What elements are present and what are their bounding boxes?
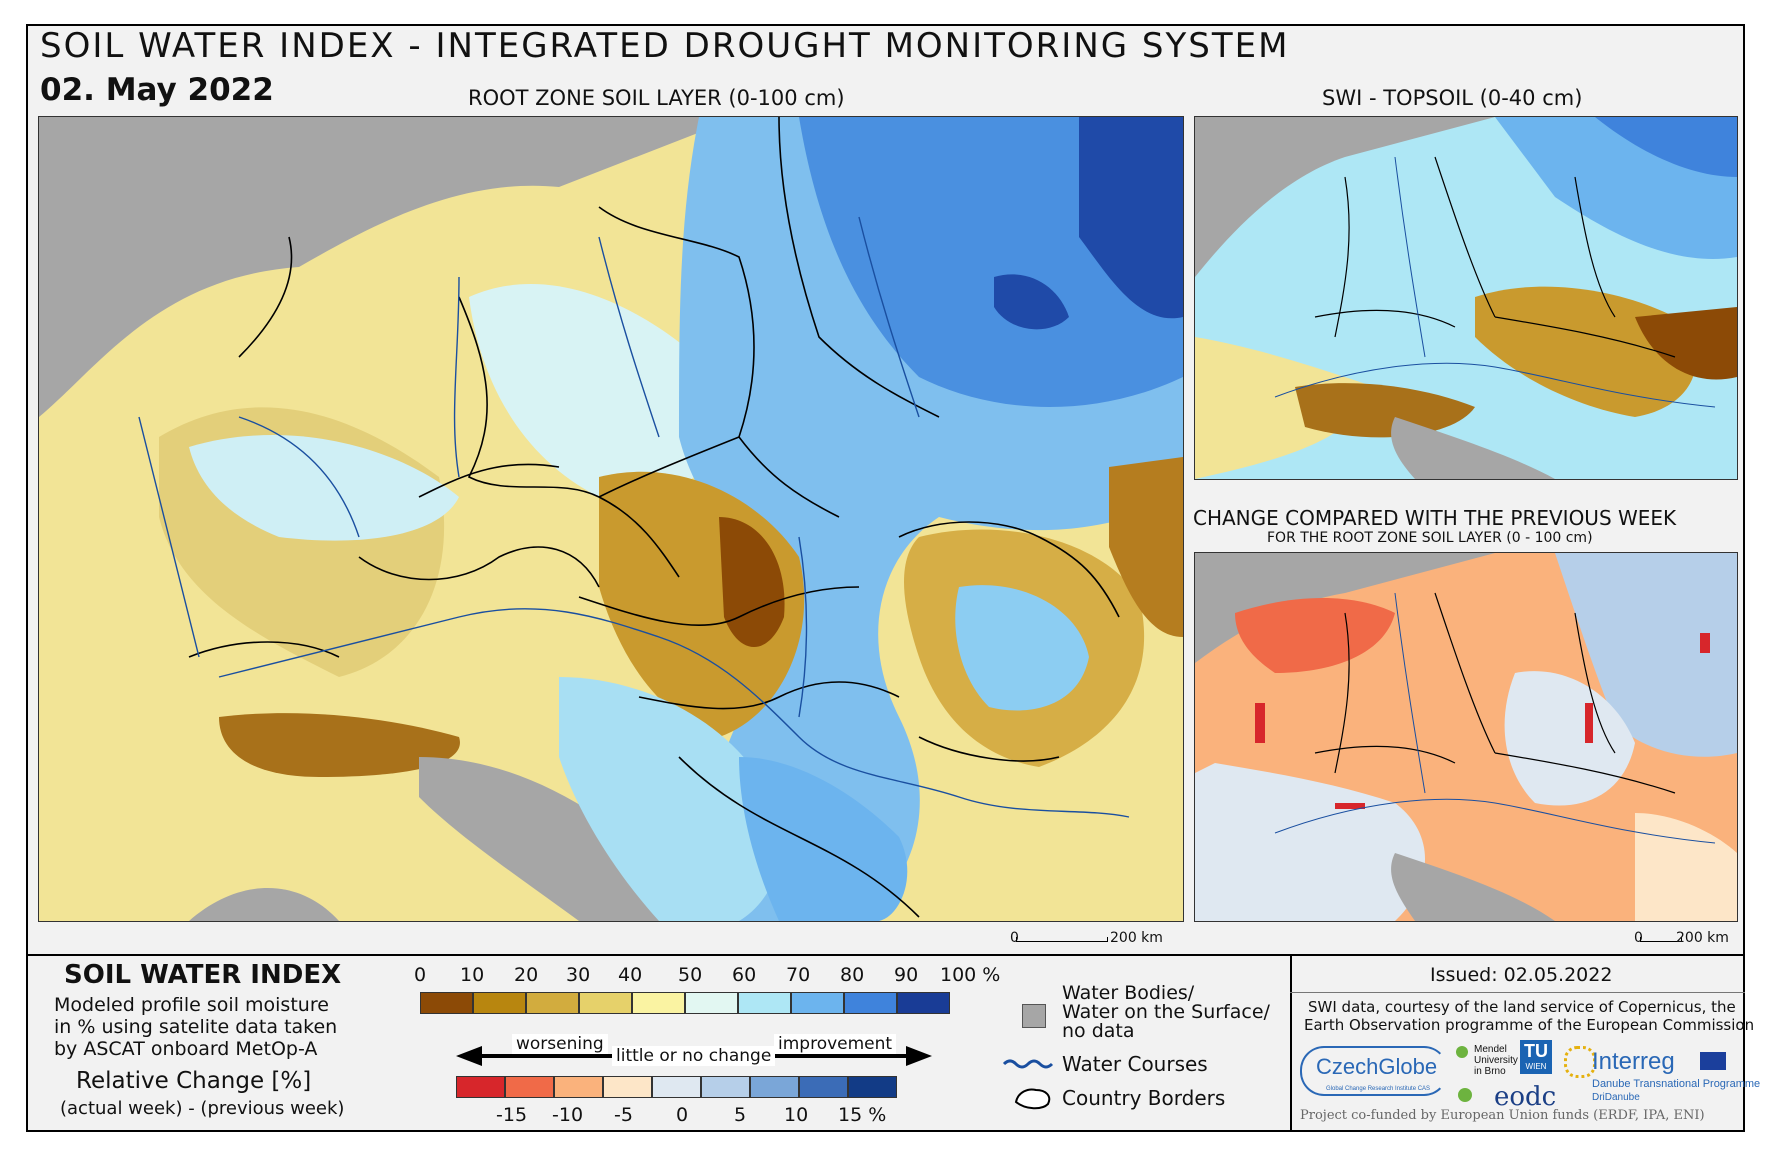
scale-zero: 0 (1634, 930, 1643, 946)
country-borders-label: Country Borders (1062, 1086, 1226, 1110)
czechglobe-logo (1300, 1046, 1448, 1096)
eodc-logo: eodc (1494, 1082, 1557, 1112)
improvement-label: improvement (774, 1034, 897, 1054)
swi-tick: 10 (460, 964, 485, 986)
interreg-programme: Danube Transnational Programme (1592, 1078, 1761, 1090)
czechglobe-name: CzechGlobe (1316, 1054, 1438, 1079)
swi-tick: 80 (840, 964, 865, 986)
scale-distance: 200 km (1110, 930, 1163, 946)
courtesy-line-2: Earth Observation programme of the Europ… (1304, 1016, 1755, 1034)
dridanube-label: DriDanube (1592, 1092, 1640, 1103)
swi-desc-1: Modeled profile soil moisture (54, 994, 329, 1016)
swi-desc-2: in % using satelite data taken (54, 1016, 338, 1038)
relative-change-title: Relative Change [%] (76, 1068, 312, 1094)
tu-wien-logo: TU WIEN (1520, 1040, 1552, 1074)
eu-flag-icon (1700, 1052, 1726, 1070)
color-swatch (456, 1076, 505, 1098)
water-bodies-swatch (1022, 1004, 1046, 1028)
color-swatch (897, 992, 950, 1014)
worsening-label: worsening (512, 1034, 608, 1054)
change-tick: -10 (552, 1104, 584, 1126)
color-swatch (701, 1076, 750, 1098)
cofunded-note: Project co-funded by European Union fund… (1300, 1108, 1705, 1123)
courtesy-line-1: SWI data, courtesy of the land service o… (1308, 998, 1736, 1016)
change-map-title: CHANGE COMPARED WITH THE PREVIOUS WEEK (1193, 506, 1677, 530)
mendel-logo-dot (1458, 1088, 1472, 1102)
change-tick: -5 (614, 1104, 633, 1126)
no-change-label: little or no change (612, 1046, 776, 1066)
change-tick: 0 (676, 1104, 689, 1126)
issued-date: Issued: 02.05.2022 (1430, 964, 1613, 986)
change-tick: 5 (734, 1104, 747, 1126)
scale-line (1016, 937, 1108, 942)
color-swatch (685, 992, 738, 1014)
swi-desc-3: by ASCAT onboard MetOp-A (54, 1038, 318, 1060)
root-zone-map[interactable] (38, 116, 1184, 922)
color-swatch (579, 992, 632, 1014)
mendel-line-3: in Brno (1474, 1066, 1506, 1077)
country-border-icon (1014, 1088, 1051, 1110)
color-swatch (799, 1076, 848, 1098)
main-scale-bar: 0 200 km (1010, 930, 1163, 946)
tu-wien-mark: TU (1524, 1041, 1548, 1061)
scale-distance: 200 km (1676, 930, 1729, 946)
topsoil-map-title: SWI - TOPSOIL (0-40 cm) (1322, 86, 1583, 110)
page-title: SOIL WATER INDEX - INTEGRATED DROUGHT MO… (40, 26, 1290, 66)
color-swatch (750, 1076, 799, 1098)
color-swatch (652, 1076, 701, 1098)
relative-change-desc: (actual week) - (previous week) (60, 1098, 345, 1119)
small-scale-bar: 0 200 km (1634, 930, 1729, 946)
interreg-sun-icon (1564, 1046, 1596, 1078)
legend-panel (26, 954, 1745, 1132)
mendel-logo-dot (1456, 1046, 1468, 1058)
swi-tick: 20 (514, 964, 539, 986)
water-bodies-line-1: Water Bodies/ (1062, 982, 1195, 1004)
interreg-name: Interreg (1592, 1048, 1675, 1075)
mendel-logo-text: Mendel University in Brno (1474, 1044, 1518, 1077)
swi-tick: 30 (566, 964, 591, 986)
swi-tick: 70 (786, 964, 811, 986)
color-swatch (738, 992, 791, 1014)
change-tick: 10 (784, 1104, 809, 1126)
mendel-line-2: University (1474, 1055, 1518, 1066)
swi-tick: 100 % (940, 964, 1001, 986)
tu-wien-sub: WIEN (1525, 1062, 1547, 1071)
swi-tick: 40 (618, 964, 643, 986)
swi-tick: 50 (678, 964, 703, 986)
swi-color-scale (420, 992, 950, 1014)
water-bodies-label: Water Bodies/ Water on the Surface/ no d… (1062, 984, 1270, 1041)
water-course-icon (1002, 1059, 1054, 1069)
root-zone-map-title: ROOT ZONE SOIL LAYER (0-100 cm) (468, 86, 845, 110)
swi-legend-title: SOIL WATER INDEX (64, 960, 342, 990)
color-swatch (848, 1076, 897, 1098)
credits-divider (1290, 992, 1745, 993)
color-swatch (505, 1076, 554, 1098)
change-color-scale (456, 1076, 897, 1098)
topsoil-map[interactable] (1194, 116, 1738, 480)
color-swatch (554, 1076, 603, 1098)
change-tick: 15 % (838, 1104, 887, 1126)
swi-tick: 90 (894, 964, 919, 986)
change-tick: -15 (496, 1104, 528, 1126)
swi-tick: 0 (414, 964, 427, 986)
color-swatch (420, 992, 473, 1014)
color-swatch (526, 992, 579, 1014)
issue-date: 02. May 2022 (40, 72, 274, 108)
color-swatch (473, 992, 526, 1014)
change-map[interactable] (1194, 552, 1738, 922)
water-bodies-line-2: Water on the Surface/ (1062, 1001, 1270, 1023)
change-map-subtitle: FOR THE ROOT ZONE SOIL LAYER (0 - 100 cm… (1267, 530, 1593, 546)
color-swatch (603, 1076, 652, 1098)
color-swatch (791, 992, 844, 1014)
swi-tick: 60 (732, 964, 757, 986)
scale-zero: 0 (1010, 930, 1019, 946)
czechglobe-subtitle: Global Change Research Institute CAS (1326, 1086, 1431, 1092)
credits-panel (1290, 954, 1745, 1132)
color-swatch (632, 992, 685, 1014)
water-bodies-line-3: no data (1062, 1020, 1135, 1042)
water-courses-label: Water Courses (1062, 1052, 1208, 1076)
color-swatch (844, 992, 897, 1014)
mendel-line-1: Mendel (1474, 1044, 1507, 1055)
scale-line (1640, 937, 1682, 942)
